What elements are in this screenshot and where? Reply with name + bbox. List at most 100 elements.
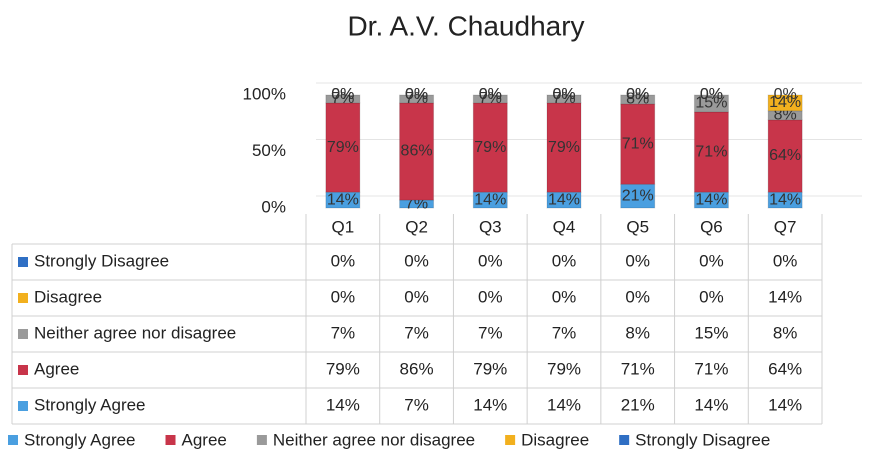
- data-label: 0%: [405, 86, 428, 103]
- data-label: 0%: [331, 86, 354, 103]
- table-cell: 14%: [473, 395, 507, 414]
- bar-segment: [399, 94, 435, 104]
- y-tick-label: 100%: [243, 84, 286, 103]
- data-label: 0%: [479, 86, 502, 103]
- legend-key: [18, 365, 28, 375]
- table-row-label: Agree: [34, 359, 79, 378]
- data-label: 14%: [769, 94, 801, 111]
- table-cell: 0%: [331, 287, 356, 306]
- y-tick-label: 0%: [261, 197, 286, 216]
- data-label: 0%: [331, 86, 354, 103]
- data-label: 0%: [626, 86, 649, 103]
- data-label: 0%: [700, 86, 723, 103]
- data-label: 7%: [405, 90, 428, 107]
- table-cell: 71%: [694, 359, 728, 378]
- data-label: 14%: [327, 191, 359, 208]
- data-label: 8%: [626, 91, 649, 108]
- table-cell: 79%: [547, 359, 581, 378]
- data-label: 71%: [622, 135, 654, 152]
- table-cell: 14%: [547, 395, 581, 414]
- table-cell: 71%: [621, 359, 655, 378]
- table-cell: 0%: [478, 251, 503, 270]
- x-tick-label: Q3: [479, 217, 502, 236]
- table-cell: 7%: [404, 323, 429, 342]
- legend-key: [256, 435, 267, 445]
- table-cell: 14%: [694, 395, 728, 414]
- legend-key: [505, 435, 516, 445]
- data-label: 7%: [552, 90, 575, 107]
- table-cell: 8%: [625, 323, 650, 342]
- data-label: 14%: [548, 191, 580, 208]
- chart-title: Dr. A.V. Chaudhary: [347, 10, 584, 41]
- bar-segment: [693, 111, 729, 193]
- table-cell: 8%: [773, 323, 798, 342]
- data-label: 79%: [548, 139, 580, 156]
- table-row-label: Strongly Agree: [34, 395, 146, 414]
- data-label: 0%: [626, 86, 649, 103]
- data-label: 0%: [479, 86, 502, 103]
- table-cell: 14%: [326, 395, 360, 414]
- x-tick-label: Q7: [774, 217, 797, 236]
- data-label: 79%: [474, 139, 506, 156]
- table-cell: 0%: [552, 287, 577, 306]
- data-label: 64%: [769, 147, 801, 164]
- data-label: 14%: [474, 191, 506, 208]
- legend-key: [18, 293, 28, 303]
- legend-key: [165, 435, 176, 445]
- x-tick-label: Q4: [553, 217, 576, 236]
- data-label: 0%: [774, 86, 797, 103]
- x-tick-label: Q6: [700, 217, 723, 236]
- table-cell: 21%: [621, 395, 655, 414]
- data-label: 21%: [622, 187, 654, 204]
- table-cell: 0%: [404, 251, 429, 270]
- bar-segment: [472, 94, 508, 104]
- legend-label: Neither agree nor disagree: [273, 430, 475, 449]
- table-cell: 0%: [478, 287, 503, 306]
- legend-key: [18, 329, 28, 339]
- bar-segment: [399, 102, 435, 201]
- data-label: 0%: [552, 86, 575, 103]
- table-cell: 79%: [326, 359, 360, 378]
- data-label: 0%: [405, 86, 428, 103]
- data-label: 14%: [769, 191, 801, 208]
- bar-segment: [546, 94, 582, 104]
- bar-segment: [546, 102, 582, 193]
- table-cell: 0%: [331, 251, 356, 270]
- table-cell: 7%: [478, 323, 503, 342]
- data-label: 71%: [695, 143, 727, 160]
- data-label: 0%: [552, 86, 575, 103]
- legend-key: [8, 435, 18, 445]
- bar-segment: [767, 94, 803, 112]
- table-cell: 0%: [552, 251, 577, 270]
- table-cell: 86%: [400, 359, 434, 378]
- data-label: 7%: [331, 90, 354, 107]
- legend-key: [619, 435, 630, 445]
- bar-segment: [325, 94, 361, 104]
- y-tick-label: 50%: [252, 141, 286, 160]
- table-cell: 14%: [768, 287, 802, 306]
- legend-label: Strongly Disagree: [635, 430, 770, 449]
- table-cell: 0%: [699, 251, 724, 270]
- table-row-label: Disagree: [34, 287, 102, 306]
- legend-label: Strongly Agree: [24, 430, 136, 449]
- legend-label: Disagree: [521, 430, 589, 449]
- table-cell: 7%: [552, 323, 577, 342]
- table-cell: 79%: [473, 359, 507, 378]
- bar-segment: [620, 94, 656, 105]
- bar-segment: [472, 102, 508, 193]
- bar-segment: [693, 94, 729, 113]
- table-cell: 7%: [404, 395, 429, 414]
- table-cell: 15%: [694, 323, 728, 342]
- legend-label: Agree: [182, 430, 227, 449]
- x-tick-label: Q2: [405, 217, 428, 236]
- table-cell: 64%: [768, 359, 802, 378]
- x-tick-label: Q1: [332, 217, 355, 236]
- data-label: 7%: [479, 90, 502, 107]
- table-cell: 7%: [331, 323, 356, 342]
- table-cell: 0%: [625, 251, 650, 270]
- legend-key: [18, 401, 28, 411]
- data-label: 86%: [401, 143, 433, 160]
- data-label: 0%: [700, 86, 723, 103]
- table-cell: 0%: [773, 251, 798, 270]
